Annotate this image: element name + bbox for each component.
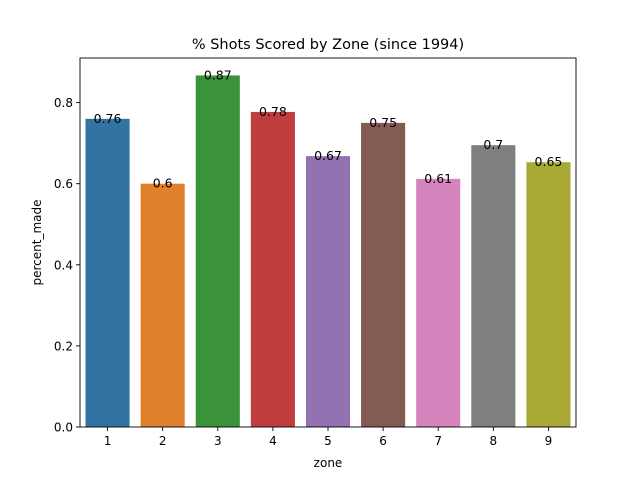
- y-axis: 0.0 0.2 0.4 0.6 0.8: [54, 96, 80, 435]
- y-tick-label: 0.4: [54, 258, 73, 272]
- data-label-zone-7: 0.61: [424, 171, 452, 186]
- y-tick-label: 0.0: [54, 421, 73, 435]
- bar-zone-4: [250, 111, 295, 427]
- x-tick-label: 4: [269, 434, 277, 448]
- data-label-zone-6: 0.75: [369, 115, 397, 130]
- x-tick-label: 7: [434, 434, 442, 448]
- bar-zone-9: [526, 162, 571, 427]
- data-label-zone-3: 0.87: [204, 67, 232, 82]
- x-tick-label: 2: [159, 434, 167, 448]
- y-tick-label: 0.8: [54, 96, 73, 110]
- data-labels-group: 0.76 0.6 0.87 0.78 0.67 0.75 0.61 0.7 0.65: [94, 67, 563, 190]
- data-label-zone-2: 0.6: [153, 176, 173, 191]
- x-tick-label: 1: [104, 434, 112, 448]
- x-tick-label: 8: [490, 434, 498, 448]
- data-label-zone-9: 0.65: [535, 154, 563, 169]
- x-axis: 1 2 3 4 5 6 7 8 9: [104, 427, 553, 448]
- bar-zone-3: [195, 75, 240, 427]
- plot-frame: [79, 57, 577, 428]
- bar-zone-2: [140, 183, 185, 427]
- bar-zone-5: [305, 156, 351, 427]
- bar-zone-7: [416, 178, 461, 427]
- data-label-zone-4: 0.78: [259, 104, 287, 119]
- chart-title: % Shots Scored by Zone (since 1994): [192, 37, 464, 53]
- x-tick-label: 9: [545, 434, 553, 448]
- y-axis-label: percent_made: [30, 199, 44, 285]
- x-tick-label: 6: [379, 434, 387, 448]
- data-label-zone-1: 0.76: [94, 111, 122, 126]
- bars-group: [85, 75, 571, 428]
- bar-zone-6: [361, 122, 406, 427]
- x-tick-label: 5: [324, 434, 332, 448]
- x-tick-label: 3: [214, 434, 222, 448]
- y-tick-label: 0.6: [54, 177, 73, 191]
- bar-zone-8: [471, 145, 516, 427]
- data-label-zone-8: 0.7: [483, 137, 503, 152]
- data-label-zone-5: 0.67: [314, 148, 342, 163]
- bar-zone-1: [85, 118, 130, 428]
- x-axis-label: zone: [314, 456, 343, 470]
- y-tick-label: 0.2: [54, 339, 73, 353]
